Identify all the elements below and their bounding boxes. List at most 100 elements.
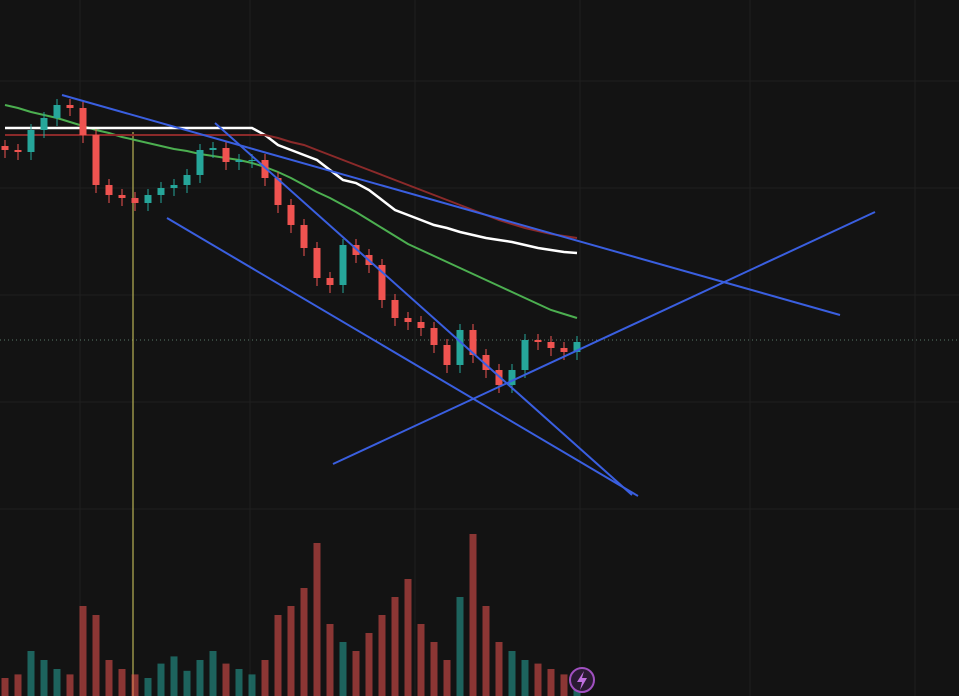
candle-body (508, 370, 516, 385)
candle-body (14, 150, 22, 152)
volume-bar (170, 656, 178, 696)
volume-bar (27, 651, 35, 696)
volume-bar (521, 660, 529, 696)
volume-bar (378, 615, 386, 696)
candle-body (235, 160, 243, 162)
candle-body (183, 175, 191, 185)
volume-bar (235, 669, 243, 696)
volume-bar (534, 663, 542, 696)
volume-bar (482, 606, 490, 696)
volume-bar (495, 642, 503, 696)
volume-bar (66, 674, 74, 696)
volume-bar (469, 534, 477, 696)
volume-bar (183, 670, 191, 696)
candle-body (456, 330, 464, 365)
volume-bar (53, 669, 61, 696)
candle-body (92, 135, 100, 185)
candle-body (131, 198, 139, 203)
volume-bar (300, 588, 308, 696)
trend-line (166, 217, 639, 497)
candle-body (417, 322, 425, 328)
candle-body (573, 342, 581, 352)
candle-body (378, 265, 386, 300)
candle-body (443, 345, 451, 365)
candle-body (222, 148, 230, 162)
candle-body (430, 328, 438, 345)
candle-body (534, 340, 542, 342)
candle-body (261, 160, 269, 178)
moving-average (4, 104, 578, 319)
candle-body (79, 108, 87, 135)
candle-body (209, 148, 217, 150)
volume-bar (352, 651, 360, 696)
candle-body (287, 205, 295, 225)
candle-body (391, 300, 399, 318)
volume-bar (144, 678, 152, 696)
alert-icon[interactable] (569, 667, 595, 693)
volume-bar (508, 651, 516, 696)
volume-bar (40, 660, 48, 696)
volume-bar (196, 660, 204, 696)
candle-body (248, 160, 256, 161)
volume-bar (79, 606, 87, 696)
candle-body (300, 225, 308, 248)
candle-body (469, 330, 477, 355)
volume-bar (391, 597, 399, 696)
volume-layer (1, 534, 581, 696)
volume-bar (118, 669, 126, 696)
volume-bar (14, 674, 22, 696)
volume-bar (261, 660, 269, 696)
candle-body (404, 318, 412, 322)
candle-body (157, 188, 165, 195)
volume-bar (560, 674, 568, 696)
candle-body (170, 185, 178, 188)
trend-lines (61, 94, 876, 497)
volume-bar (1, 678, 9, 696)
candle-body (40, 118, 48, 130)
candle-body (27, 130, 35, 152)
candle-body (66, 105, 74, 108)
moving-average (5, 126, 578, 255)
volume-bar (417, 624, 425, 696)
candle-body (560, 348, 568, 352)
volume-bar (456, 597, 464, 696)
volume-bar (313, 543, 321, 696)
volume-bar (248, 674, 256, 696)
volume-bar (326, 624, 334, 696)
volume-bar (274, 615, 282, 696)
volume-bar (365, 633, 373, 696)
alert-bolt[interactable] (577, 671, 587, 690)
candle-body (326, 278, 334, 285)
candle-body (1, 146, 9, 150)
volume-bar (92, 615, 100, 696)
volume-bar (131, 674, 139, 696)
volume-bar (430, 642, 438, 696)
candles (1, 99, 581, 393)
volume-bar (222, 663, 230, 696)
trend-line (332, 211, 876, 465)
volume-bar (443, 660, 451, 696)
candle-body (482, 355, 490, 370)
candle-body (313, 248, 321, 278)
candle-body (105, 185, 113, 195)
volume-bar (339, 642, 347, 696)
volume-bar (287, 606, 295, 696)
volume-bar (547, 669, 555, 696)
volume-bar (157, 663, 165, 696)
candle-body (196, 150, 204, 175)
candle-body (339, 245, 347, 285)
volume-bar (404, 579, 412, 696)
candle-body (547, 342, 555, 348)
volume-bar (209, 651, 217, 696)
candle-body (521, 340, 529, 370)
candle-body (118, 195, 126, 198)
trend-line (61, 94, 841, 316)
volume-bar (105, 660, 113, 696)
candle-body (144, 195, 152, 203)
candle-body (53, 105, 61, 118)
candle-body (274, 178, 282, 205)
trend-line (214, 122, 633, 496)
